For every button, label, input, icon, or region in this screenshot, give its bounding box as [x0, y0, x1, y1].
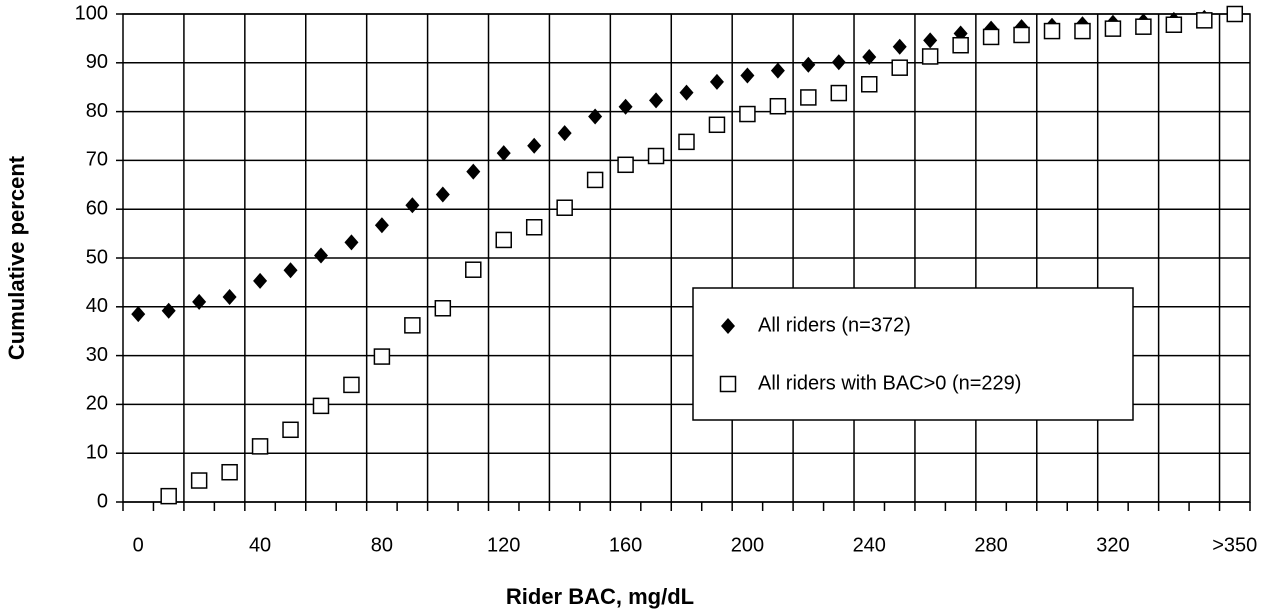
y-tick-label: 50	[86, 246, 108, 268]
legend-marker	[719, 375, 737, 393]
data-point	[586, 171, 604, 189]
data-point	[830, 84, 848, 102]
data-point	[405, 197, 420, 214]
data-point	[770, 62, 785, 79]
data-point	[557, 125, 572, 142]
y-tick-label: 90	[86, 51, 108, 73]
data-point	[831, 54, 846, 71]
x-tick-label: >350	[1212, 534, 1257, 556]
x-tick-label: 280	[974, 534, 1007, 556]
data-point	[283, 262, 298, 279]
data-point	[861, 76, 878, 93]
data-point	[161, 302, 176, 319]
x-tick-label: 200	[731, 534, 764, 556]
data-point	[282, 421, 299, 439]
data-point	[892, 38, 907, 55]
y-tick-label: 60	[86, 197, 108, 219]
data-point	[221, 463, 238, 481]
data-point	[923, 32, 938, 49]
y-tick-label: 70	[86, 149, 108, 171]
y-axis-label: Cumulative percent	[4, 155, 29, 360]
data-point	[1196, 12, 1213, 29]
data-point	[253, 272, 268, 289]
data-point	[222, 289, 237, 306]
data-point	[618, 98, 633, 115]
data-point	[344, 234, 359, 251]
data-point	[556, 199, 573, 216]
data-point	[921, 48, 939, 65]
data-point	[952, 36, 969, 54]
y-tick-label: 30	[86, 344, 108, 366]
y-tick-label: 100	[75, 2, 108, 24]
data-point	[769, 97, 787, 115]
data-point	[649, 92, 664, 109]
data-point	[740, 67, 755, 84]
x-tick-label: 160	[609, 534, 642, 556]
data-point	[1074, 22, 1091, 40]
data-point	[251, 438, 269, 455]
data-point	[160, 487, 177, 505]
data-point	[373, 348, 391, 365]
data-point	[495, 231, 512, 249]
data-point	[801, 56, 816, 73]
data-point	[527, 137, 542, 154]
data-point	[434, 300, 452, 317]
legend-box	[692, 287, 1134, 421]
x-axis-label: Rider BAC, mg/dL	[506, 584, 694, 609]
y-tick-label: 0	[97, 490, 108, 512]
data-point	[891, 59, 908, 76]
legend-marker	[721, 318, 735, 334]
y-tick-label: 80	[86, 100, 108, 122]
data-point	[1043, 22, 1061, 40]
data-point	[647, 147, 665, 165]
data-point	[982, 28, 1000, 46]
data-point	[435, 186, 450, 203]
data-point	[465, 261, 482, 278]
data-point	[343, 376, 360, 394]
data-point	[862, 48, 877, 65]
data-point	[131, 306, 146, 323]
data-point	[1104, 20, 1122, 37]
data-point	[708, 116, 726, 134]
y-tick-label: 40	[86, 295, 108, 317]
data-point	[739, 105, 756, 123]
data-point	[374, 217, 389, 234]
data-point	[404, 317, 421, 334]
data-point	[588, 108, 603, 125]
data-point	[617, 156, 634, 174]
x-tick-label: 40	[249, 534, 271, 556]
data-point	[192, 293, 207, 310]
data-point	[1165, 16, 1183, 33]
y-tick-label: 10	[86, 441, 108, 463]
data-point	[525, 219, 543, 236]
data-point	[496, 145, 511, 162]
data-point	[1013, 26, 1030, 44]
x-tick-label: 0	[133, 534, 144, 556]
data-point	[312, 397, 330, 415]
data-point	[1226, 5, 1244, 23]
legend-label: All riders (n=372)	[758, 314, 911, 336]
legend-label: All riders with BAC>0 (n=229)	[758, 372, 1021, 394]
x-tick-label: 80	[371, 534, 393, 556]
data-point	[190, 472, 208, 489]
y-tick-label: 20	[86, 393, 108, 415]
x-tick-label: 320	[1096, 534, 1129, 556]
data-point	[679, 84, 694, 101]
x-tick-label: 240	[853, 534, 886, 556]
data-point	[1135, 18, 1152, 35]
data-point	[800, 89, 817, 106]
data-point	[709, 73, 724, 90]
data-point	[313, 247, 328, 264]
x-tick-label: 120	[487, 534, 520, 556]
data-point	[678, 133, 695, 151]
data-point	[466, 163, 481, 180]
plot-border	[122, 13, 1251, 503]
